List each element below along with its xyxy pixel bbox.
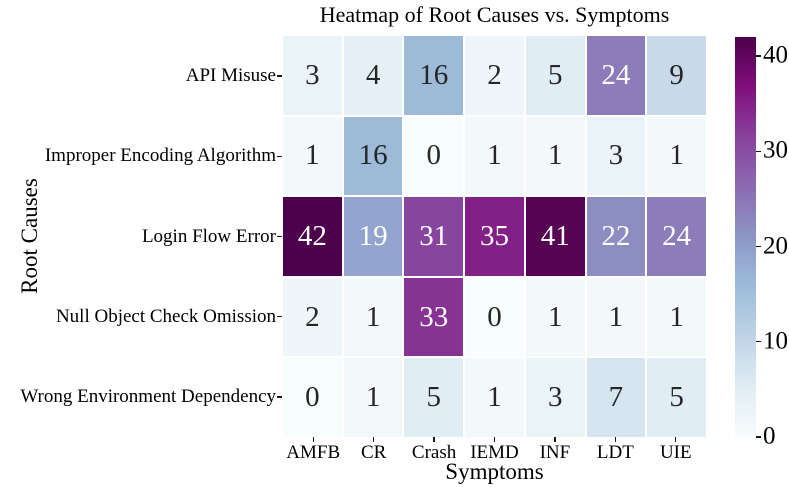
heatmap-cell: 24: [647, 197, 706, 276]
heatmap-cell: 24: [586, 36, 646, 115]
heatmap-cell: 2: [465, 36, 524, 115]
heatmap-cell: 19: [343, 197, 403, 276]
chart-title: Heatmap of Root Causes vs. Symptoms: [319, 2, 670, 27]
heatmap-cell: 3: [525, 358, 585, 437]
x-tick-labels: AMFB CR Crash IEMD INF LDT UIE: [283, 442, 706, 464]
x-tick-mark: [433, 437, 435, 442]
heatmap-cell: 5: [525, 36, 585, 115]
x-tick-label: LDT: [596, 442, 634, 463]
x-tick-label: AMFB: [286, 442, 341, 463]
y-tick-mark: [277, 155, 282, 157]
heatmap-cell: 0: [404, 116, 464, 196]
x-tick-label: INF: [539, 442, 571, 463]
y-tick-label: Login Flow Error: [141, 225, 276, 247]
x-axis-label: Symptoms: [445, 459, 544, 484]
x-tick-mark: [614, 437, 617, 442]
heatmap-cell: 5: [647, 358, 706, 437]
heatmap-cell: 16: [404, 36, 464, 115]
heatmap-grid: 3 4 16 2 5 24 9 1 16 0 1 1 3 1 42 19 31 35 41 22 24 2 1 33 0 1 1 1 0…: [283, 36, 706, 437]
heatmap-cell: 0: [465, 277, 524, 357]
colorbar-tick-mark: [756, 341, 761, 343]
x-tick-label: IEMD: [470, 442, 519, 463]
heatmap-cell: 1: [343, 358, 403, 437]
x-tick-label: CR: [360, 442, 387, 463]
x-tick-mark: [312, 437, 314, 442]
colorbar-tick-label: 0: [763, 422, 776, 450]
colorbar-tick-mark: [756, 436, 761, 438]
colorbar-tick-label: 10: [763, 327, 788, 355]
x-tick-mark: [554, 437, 556, 442]
y-tick-label: Wrong Environment Dependency: [20, 385, 276, 407]
colorbar-gradient: [735, 37, 756, 437]
heatmap-cell: 5: [404, 358, 464, 437]
x-tick-label: Crash: [411, 442, 457, 463]
x-tick-mark: [372, 437, 375, 442]
x-tick-mark: [493, 437, 496, 442]
colorbar-tick-mark: [756, 150, 761, 152]
heatmap-cell: 1: [465, 358, 524, 437]
heatmap-cell: 42: [283, 197, 342, 276]
heatmap-cell: 2: [283, 277, 342, 357]
heatmap-cell: 9: [647, 36, 706, 115]
heatmap-cell: 1: [647, 116, 706, 196]
heatmap-cell: 1: [525, 277, 585, 357]
y-tick-label: Null Object Check Omission: [55, 305, 276, 327]
colorbar-tick-mark: [756, 55, 761, 57]
heatmap-cell: 33: [404, 277, 464, 357]
y-tick-label: API Misuse: [185, 65, 276, 87]
y-tick-mark: [277, 235, 282, 238]
heatmap-cell: 31: [404, 197, 464, 276]
heatmap-cell: 22: [586, 197, 646, 276]
heatmap-cell: 3: [283, 36, 342, 115]
heatmap-cell: 1: [525, 116, 585, 196]
heatmap-cell: 1: [465, 116, 524, 196]
heatmap-cell: 7: [586, 358, 646, 437]
colorbar-tick-label: 20: [763, 232, 788, 260]
heatmap-cell: 41: [525, 197, 585, 276]
heatmap-cell: 35: [465, 197, 524, 276]
heatmap-cell: 1: [283, 116, 342, 196]
x-tick-mark: [675, 437, 677, 442]
heatmap-cell: 3: [586, 116, 646, 196]
y-tick-mark: [277, 396, 282, 398]
heatmap-cell: 1: [586, 277, 646, 357]
y-tick-label: Improper Encoding Algorithm: [44, 145, 276, 167]
y-tick-mark: [277, 316, 282, 318]
y-tick-mark: [277, 75, 282, 77]
colorbar-tick-label: 40: [763, 41, 788, 69]
heatmap-cell: 4: [343, 36, 403, 115]
heatmap-cell: 1: [343, 277, 403, 357]
heatmap-cell: 0: [283, 358, 342, 437]
heatmap-cell: 16: [343, 116, 403, 196]
colorbar-tick-mark: [756, 245, 761, 248]
x-tick-label: UIE: [659, 442, 692, 463]
colorbar-tick-label: 30: [763, 136, 788, 164]
y-tick-labels: API Misuse Improper Encoding Algorithm Log…: [0, 36, 276, 437]
heatmap-cell: 1: [647, 277, 706, 357]
